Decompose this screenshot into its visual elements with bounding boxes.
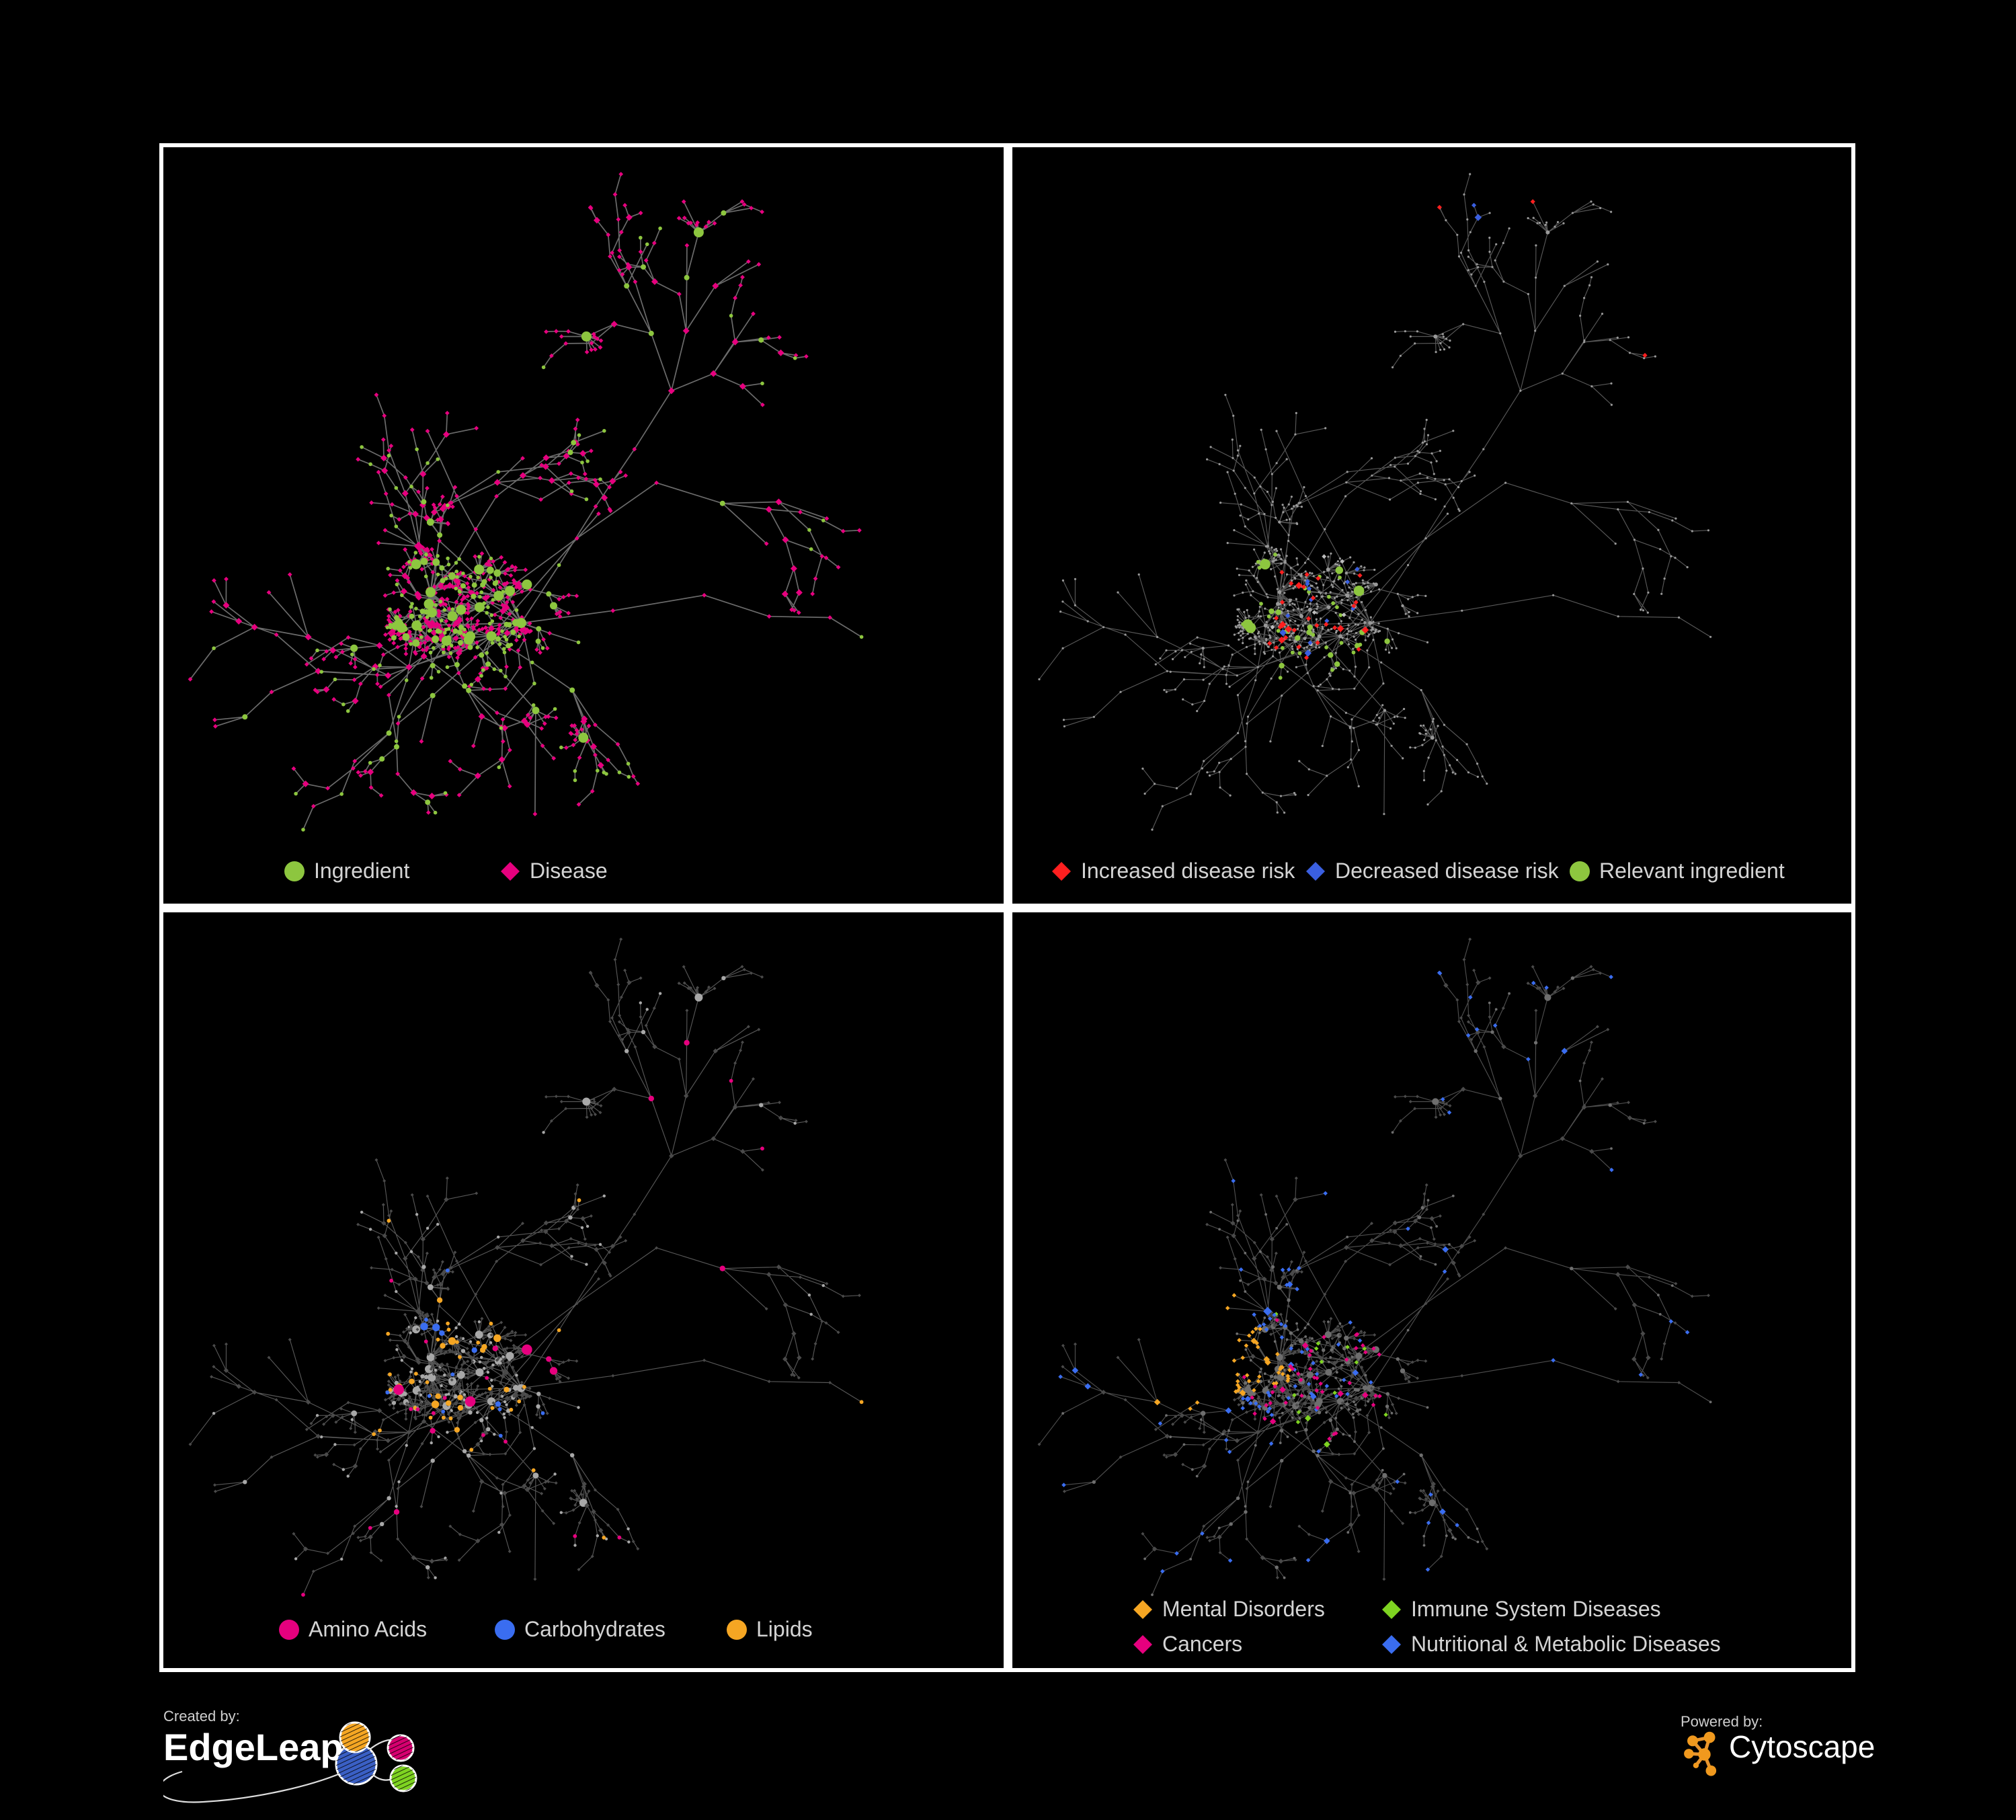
svg-text:Created by:: Created by: xyxy=(163,1708,240,1725)
svg-text:Powered by:: Powered by: xyxy=(1681,1713,1763,1730)
svg-text:Cytoscape: Cytoscape xyxy=(1729,1729,1875,1764)
svg-text:EdgeLeap: EdgeLeap xyxy=(163,1726,344,1768)
